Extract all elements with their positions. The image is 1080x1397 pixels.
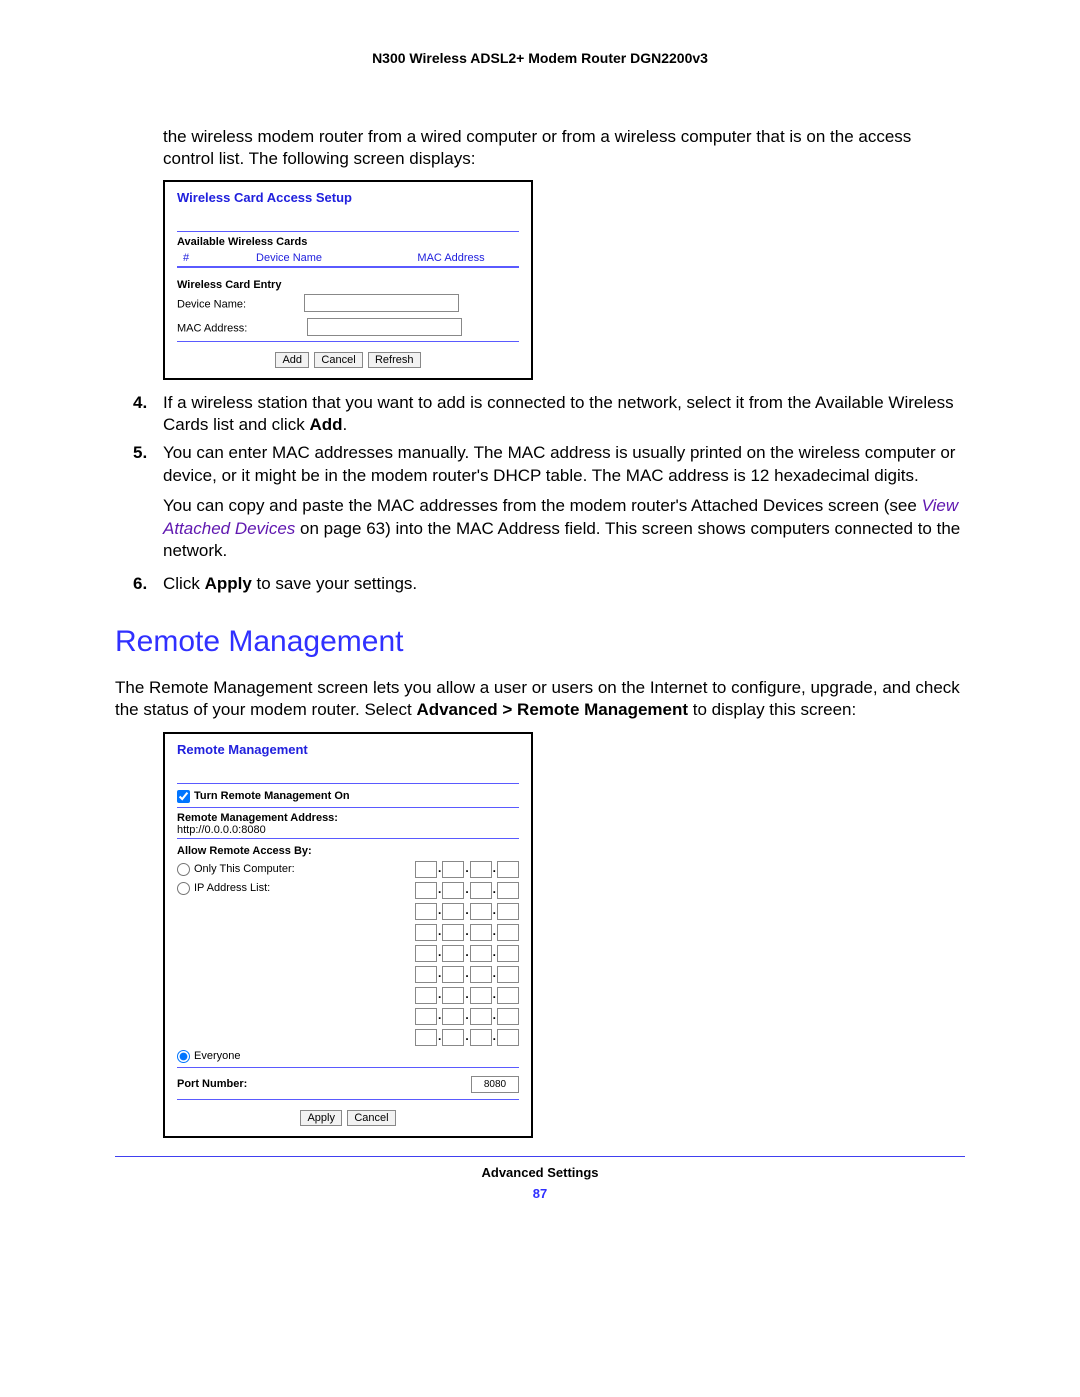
ip-octet[interactable]	[497, 966, 519, 983]
col-hash: #	[177, 250, 195, 267]
step-4-text: If a wireless station that you want to a…	[163, 392, 965, 437]
only-computer-ip: ...	[415, 861, 519, 878]
mac-address-input[interactable]	[307, 318, 462, 336]
ip-octet[interactable]	[470, 1029, 492, 1046]
ip-list-row: ...	[177, 1006, 519, 1027]
doc-header: N300 Wireless ADSL2+ Modem Router DGN220…	[115, 50, 965, 66]
ip-octet[interactable]	[415, 1008, 437, 1025]
ip-octet[interactable]	[415, 924, 437, 941]
intro-paragraph: the wireless modem router from a wired c…	[163, 126, 965, 170]
turn-remote-on-row[interactable]: Turn Remote Management On	[177, 790, 350, 803]
available-cards-table: # Device Name MAC Address	[177, 250, 519, 271]
ip-octet[interactable]	[497, 987, 519, 1004]
ip-octet[interactable]	[442, 924, 464, 941]
ip-octet[interactable]	[415, 966, 437, 983]
wcas-available-label: Available Wireless Cards	[177, 236, 519, 248]
ip-octet[interactable]	[497, 945, 519, 962]
ip-octet[interactable]	[415, 903, 437, 920]
step-6-number: 6.	[133, 573, 163, 595]
step-4-number: 4.	[133, 392, 163, 437]
ip-octet[interactable]	[442, 861, 464, 878]
footer-section: Advanced Settings	[115, 1165, 965, 1180]
only-this-computer-row[interactable]: Only This Computer:	[177, 863, 295, 876]
ip-octet[interactable]	[497, 1029, 519, 1046]
step-5-number: 5.	[133, 442, 163, 487]
ip-octet[interactable]	[415, 945, 437, 962]
ip-address-list-label: IP Address List:	[194, 882, 270, 894]
everyone-row[interactable]: Everyone	[177, 1050, 240, 1063]
ip-octet[interactable]	[470, 945, 492, 962]
cancel-button-rm[interactable]: Cancel	[347, 1110, 395, 1126]
ip-octet[interactable]	[470, 903, 492, 920]
refresh-button[interactable]: Refresh	[368, 352, 421, 368]
ip-octet[interactable]	[470, 924, 492, 941]
remote-management-heading: Remote Management	[115, 625, 965, 659]
wcas-entry-label: Wireless Card Entry	[177, 279, 519, 291]
ip-octet[interactable]	[470, 861, 492, 878]
ip-octet[interactable]	[415, 987, 437, 1004]
only-this-computer-radio[interactable]	[177, 863, 190, 876]
ip-octet[interactable]	[442, 966, 464, 983]
rm-addr-label: Remote Management Address:	[177, 812, 338, 824]
ip-octet[interactable]	[415, 861, 437, 878]
ip-octet[interactable]	[442, 903, 464, 920]
ip-octet[interactable]	[415, 882, 437, 899]
wireless-card-access-panel: Wireless Card Access Setup Available Wir…	[163, 180, 533, 380]
port-number-label: Port Number:	[177, 1078, 247, 1090]
ip-octet[interactable]	[497, 1008, 519, 1025]
everyone-radio[interactable]	[177, 1050, 190, 1063]
device-name-label: Device Name:	[177, 298, 246, 310]
port-number-input[interactable]	[471, 1076, 519, 1093]
col-device-name: Device Name	[195, 250, 383, 267]
ip-octet[interactable]	[442, 987, 464, 1004]
rm-addr-value: http://0.0.0.0:8080	[177, 824, 266, 836]
ip-list-row: ...	[177, 901, 519, 922]
footer-divider	[115, 1156, 965, 1157]
cancel-button[interactable]: Cancel	[314, 352, 362, 368]
ip-octet[interactable]	[442, 1029, 464, 1046]
mac-address-label: MAC Address:	[177, 322, 247, 334]
ip-list-row: ...	[177, 985, 519, 1006]
everyone-label: Everyone	[194, 1050, 240, 1062]
ip-octet[interactable]	[497, 861, 519, 878]
device-name-input[interactable]	[304, 294, 459, 312]
footer-page-number: 87	[115, 1186, 965, 1201]
turn-remote-on-label: Turn Remote Management On	[194, 790, 350, 802]
ip-list-row-first: ...	[415, 882, 519, 899]
ip-octet[interactable]	[470, 966, 492, 983]
ip-list-row: ...	[177, 922, 519, 943]
ip-list-row: ...	[177, 943, 519, 964]
allow-access-label: Allow Remote Access By:	[177, 843, 519, 859]
step-6-text: Click Apply to save your settings.	[163, 573, 965, 595]
ip-octet[interactable]	[442, 882, 464, 899]
remote-management-panel: Remote Management Turn Remote Management…	[163, 732, 533, 1138]
ip-octet[interactable]	[470, 882, 492, 899]
wcas-title: Wireless Card Access Setup	[177, 190, 519, 205]
ip-octet[interactable]	[497, 924, 519, 941]
ip-list-row: ...	[177, 964, 519, 985]
ip-octet[interactable]	[415, 1029, 437, 1046]
col-mac-address: MAC Address	[383, 250, 519, 267]
ip-octet[interactable]	[470, 1008, 492, 1025]
ip-octet[interactable]	[442, 945, 464, 962]
ip-address-list-radio[interactable]	[177, 882, 190, 895]
turn-remote-on-checkbox[interactable]	[177, 790, 190, 803]
step-5-sub: You can copy and paste the MAC addresses…	[163, 495, 965, 562]
ip-octet[interactable]	[497, 882, 519, 899]
remote-management-intro: The Remote Management screen lets you al…	[115, 677, 965, 722]
ip-octet[interactable]	[442, 1008, 464, 1025]
step-5-text: You can enter MAC addresses manually. Th…	[163, 442, 965, 487]
apply-button[interactable]: Apply	[300, 1110, 342, 1126]
ip-list-row: ...	[177, 1027, 519, 1048]
only-this-computer-label: Only This Computer:	[194, 863, 295, 875]
ip-octet[interactable]	[470, 987, 492, 1004]
ip-octet[interactable]	[497, 903, 519, 920]
rm-title: Remote Management	[177, 742, 519, 757]
add-button[interactable]: Add	[275, 352, 309, 368]
ip-address-list-row[interactable]: IP Address List:	[177, 882, 270, 895]
